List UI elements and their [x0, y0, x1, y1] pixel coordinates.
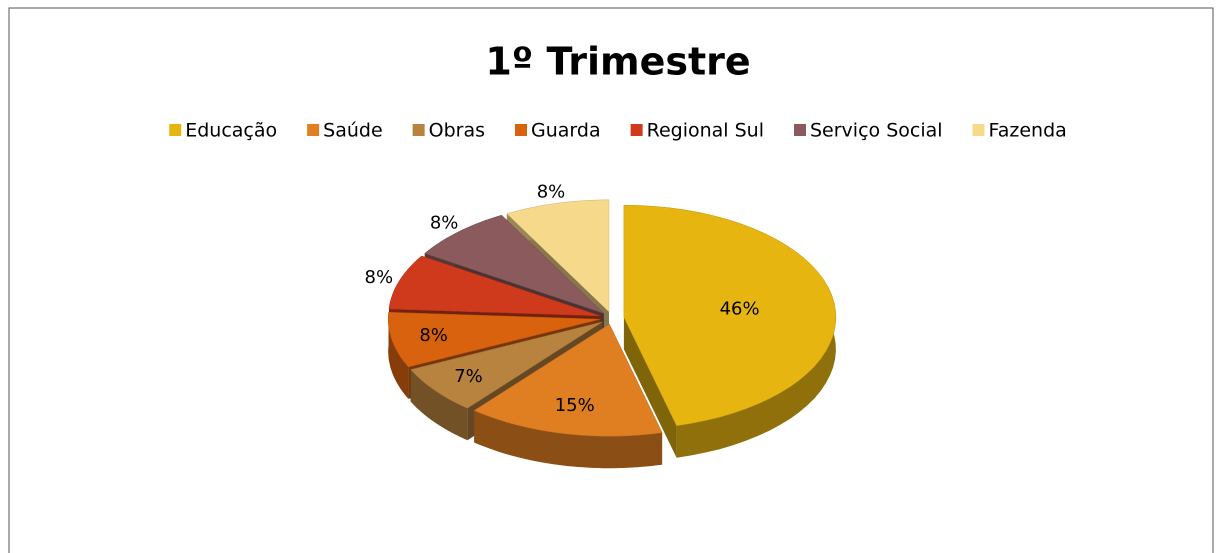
slice-side — [474, 410, 663, 469]
legend-marker — [412, 124, 425, 136]
slice-side — [410, 369, 468, 441]
pie-slice — [506, 199, 610, 313]
legend-label: Saúde — [323, 120, 383, 142]
data-label: 46% — [720, 298, 760, 319]
pie-slice — [424, 214, 604, 314]
legend-marker — [630, 124, 643, 136]
legend-label: Regional Sul — [647, 120, 764, 142]
data-label: 8% — [419, 325, 448, 346]
pie-slice — [388, 255, 601, 317]
pie-slice — [473, 323, 663, 437]
legend-label: Educação — [185, 120, 277, 142]
legend-marker — [515, 124, 528, 136]
data-label: 8% — [365, 267, 394, 288]
pie-slice — [623, 204, 837, 426]
legend-label: Obras — [429, 120, 485, 142]
chart-title: 1º Trimestre — [485, 40, 750, 84]
legend-label: Guarda — [531, 120, 601, 142]
legend-marker — [972, 124, 985, 136]
pie-slice — [410, 321, 603, 409]
legend-label: Fazenda — [989, 120, 1067, 142]
slice-face — [623, 317, 677, 458]
data-label: 7% — [454, 366, 483, 387]
data-label: 8% — [537, 182, 566, 203]
legend-marker — [169, 124, 182, 136]
legend-label: Serviço Social — [810, 120, 943, 142]
legend-marker — [794, 124, 806, 136]
data-label: 8% — [430, 213, 459, 234]
chart-border — [8, 7, 1214, 553]
data-label: 15% — [555, 395, 595, 416]
slice-side — [388, 312, 409, 399]
legend-marker — [307, 124, 320, 136]
pie-slice — [387, 311, 601, 368]
